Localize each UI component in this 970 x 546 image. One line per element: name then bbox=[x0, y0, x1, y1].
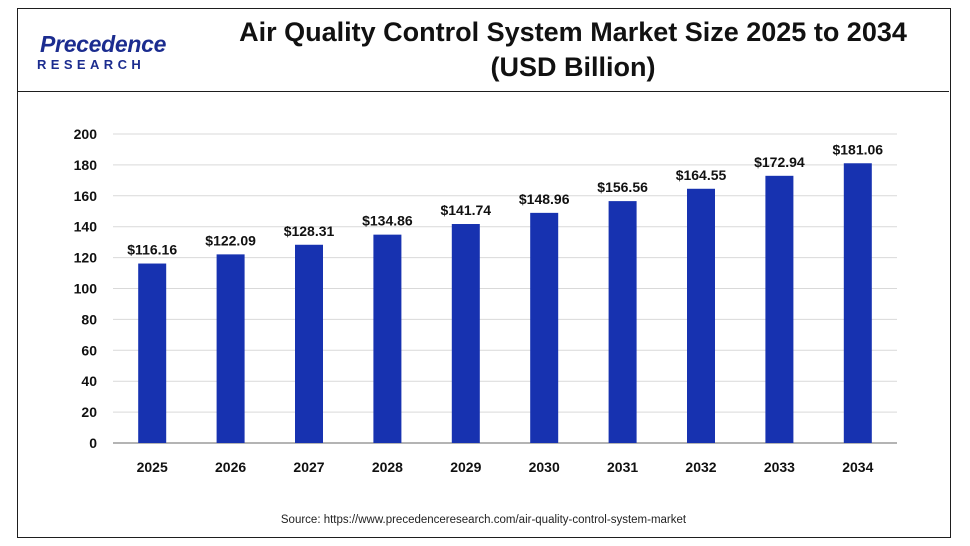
y-tick-label: 80 bbox=[81, 311, 97, 327]
y-tick-label: 60 bbox=[81, 342, 97, 358]
data-label-2034: $181.06 bbox=[832, 141, 883, 157]
bar-2031 bbox=[608, 201, 637, 443]
bar-2029 bbox=[451, 224, 480, 443]
bar-2028 bbox=[373, 234, 402, 443]
data-label-2026: $122.09 bbox=[205, 232, 256, 248]
bar-2034 bbox=[843, 163, 872, 443]
logo-subtitle: RESEARCH bbox=[37, 57, 146, 72]
source-note: Source: https://www.precedenceresearch.c… bbox=[280, 514, 687, 526]
data-label-2029: $141.74 bbox=[440, 202, 491, 218]
chart-frame: Precedence RESEARCH Air Quality Control … bbox=[17, 8, 951, 538]
bar-2030 bbox=[530, 212, 559, 443]
precedence-research-logo: Precedence RESEARCH bbox=[34, 31, 174, 75]
bar-2032 bbox=[687, 188, 715, 443]
chart-title: Air Quality Control System Market Size 2… bbox=[203, 15, 943, 85]
y-tick-label: 180 bbox=[74, 157, 98, 173]
x-tick-label-2025: 2025 bbox=[137, 459, 168, 475]
x-tick-label-2029: 2029 bbox=[450, 459, 481, 475]
data-label-2025: $116.16 bbox=[127, 242, 177, 258]
data-label-2033: $172.94 bbox=[754, 154, 805, 170]
data-label-2031: $156.56 bbox=[597, 179, 648, 195]
y-tick-label: 120 bbox=[74, 250, 98, 266]
bar-2026 bbox=[216, 254, 245, 443]
x-tick-label-2031: 2031 bbox=[607, 459, 638, 475]
bar-2025 bbox=[138, 263, 167, 443]
x-tick-label-2034: 2034 bbox=[842, 459, 873, 475]
x-tick-label-2028: 2028 bbox=[372, 459, 403, 475]
data-label-2032: $164.55 bbox=[676, 167, 727, 183]
x-tick-label-2032: 2032 bbox=[685, 459, 716, 475]
chart-header: Precedence RESEARCH Air Quality Control … bbox=[18, 9, 949, 92]
y-tick-label: 140 bbox=[74, 219, 98, 235]
y-tick-label: 200 bbox=[74, 126, 98, 142]
y-tick-label: 0 bbox=[89, 435, 97, 451]
x-tick-label-2026: 2026 bbox=[215, 459, 246, 475]
chart-title-line-1: Air Quality Control System Market Size 2… bbox=[239, 17, 907, 47]
logo-name: Precedence bbox=[40, 31, 167, 57]
y-tick-label: 100 bbox=[74, 281, 98, 297]
y-tick-label: 20 bbox=[81, 404, 97, 420]
chart-title-line-2: (USD Billion) bbox=[490, 52, 656, 82]
x-tick-label-2033: 2033 bbox=[764, 459, 795, 475]
bar-2033 bbox=[765, 175, 794, 444]
x-tick-label-2030: 2030 bbox=[529, 459, 560, 475]
y-tick-label: 40 bbox=[81, 373, 97, 389]
y-tick-label: 160 bbox=[74, 188, 98, 204]
data-label-2027: $128.31 bbox=[284, 223, 335, 239]
x-tick-label-2027: 2027 bbox=[293, 459, 324, 475]
data-label-2030: $148.96 bbox=[519, 191, 570, 207]
bar-2027 bbox=[295, 244, 323, 443]
data-label-2028: $134.86 bbox=[362, 213, 413, 229]
